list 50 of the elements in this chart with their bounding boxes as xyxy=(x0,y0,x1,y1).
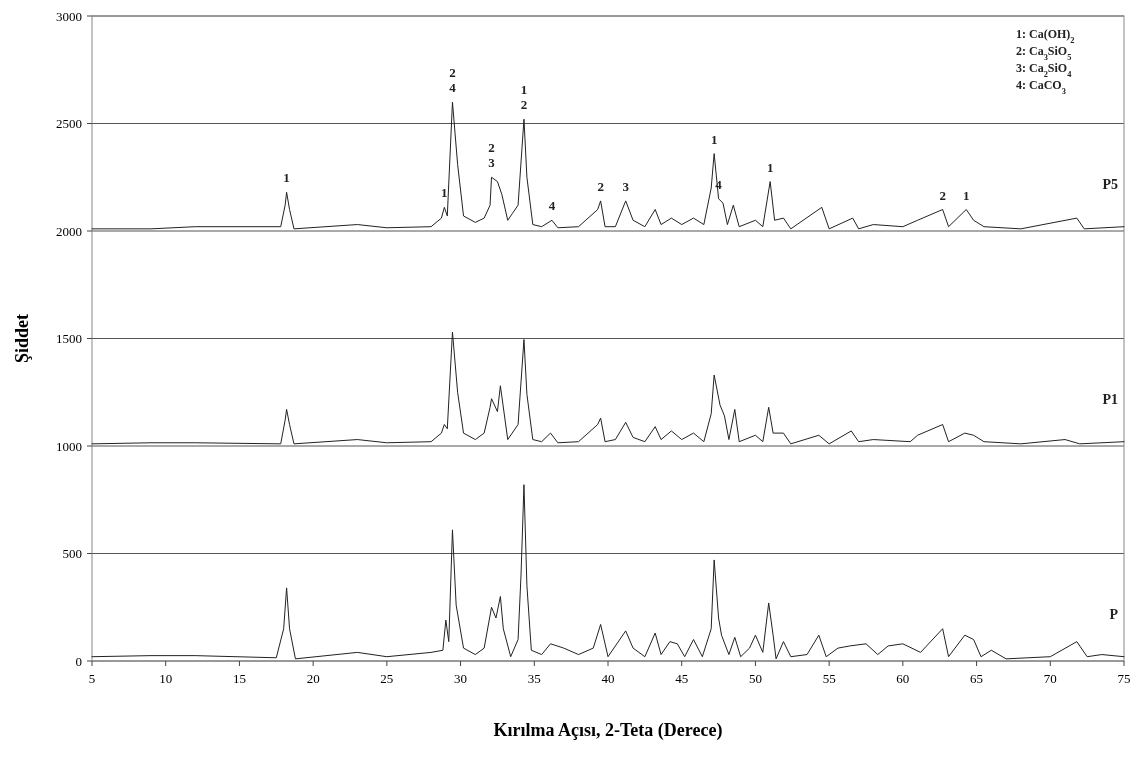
text: P1 xyxy=(1102,391,1118,407)
annotation: 4 xyxy=(548,198,556,214)
x-tick-label: 55 xyxy=(822,671,836,686)
annotation: 3: Ca$_{2}$SiO$_{4}$ xyxy=(1016,61,1073,79)
annotation: 4 xyxy=(449,80,457,95)
line-series xyxy=(91,331,1125,445)
y-tick-label: 2500 xyxy=(56,116,82,132)
x-tick-label: 30 xyxy=(454,671,468,686)
x-tick-label: 60 xyxy=(896,671,910,686)
x-tick-label: 50 xyxy=(748,671,762,686)
annotation: 1 xyxy=(710,131,718,147)
annotation: 1: Ca(OH)$_{2}$ xyxy=(1016,27,1075,45)
x-tick-label: 75 xyxy=(1117,671,1131,686)
x-tick-label: 15 xyxy=(232,671,246,686)
annotation: 2 xyxy=(597,178,604,194)
annotation: 2 xyxy=(939,187,946,203)
text: P5 xyxy=(1102,176,1118,192)
x-tick-label: 65 xyxy=(970,671,984,686)
annotation: 1 xyxy=(520,82,528,98)
x-tick-label: 20 xyxy=(306,671,320,686)
annotation: 2 xyxy=(488,140,495,156)
x-tick-label: 45 xyxy=(675,671,689,686)
annotation: 3 xyxy=(488,155,496,171)
line-series xyxy=(91,484,1125,660)
annotation: 4 xyxy=(715,176,723,192)
annotation: 2 xyxy=(449,65,456,80)
annotation: 1 xyxy=(283,170,290,186)
x-tick-label: 70 xyxy=(1043,671,1057,686)
annotation: 1 xyxy=(766,159,774,175)
annotation: 2: Ca$_{3}$SiO$_{5}$ xyxy=(1016,44,1072,62)
x-tick-label: 10 xyxy=(159,671,173,686)
x-tick-label: 35 xyxy=(527,671,541,686)
y-tick-label: 2000 xyxy=(56,223,82,239)
y-axis-title: Şiddet xyxy=(12,313,32,364)
y-tick-label: 500 xyxy=(62,546,82,562)
text: P xyxy=(1109,606,1119,622)
x-axis-title: Kırılma Açısı, 2-Teta (Derece) xyxy=(493,720,723,741)
annotation: 1 xyxy=(963,187,970,203)
x-tick-label: 5 xyxy=(88,671,96,686)
line-series xyxy=(91,101,1125,230)
x-tick-label: 40 xyxy=(601,671,615,686)
y-tick-label: 0 xyxy=(75,653,82,669)
y-tick-label: 1500 xyxy=(56,331,82,347)
y-tick-label: 1000 xyxy=(56,438,82,454)
annotation: 1 xyxy=(441,185,448,201)
annotation: 3 xyxy=(622,178,630,194)
annotation: 2 xyxy=(520,97,528,113)
x-tick-label: 25 xyxy=(380,671,394,686)
annotation: 4: CaCO$_{3}$ xyxy=(1016,78,1066,96)
y-tick-label: 3000 xyxy=(56,8,82,24)
